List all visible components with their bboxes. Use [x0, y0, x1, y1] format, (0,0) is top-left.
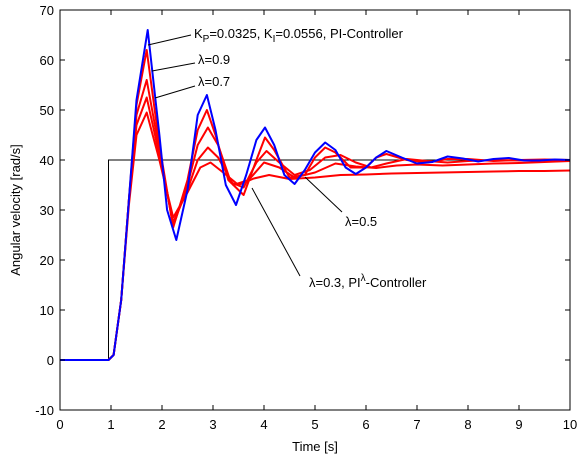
- leader-line-lambda-05: [304, 176, 343, 213]
- x-tick-label: 1: [107, 417, 114, 432]
- y-tick-label: 0: [47, 353, 54, 368]
- y-tick-label: 50: [40, 103, 54, 118]
- series-layer: [60, 29, 571, 361]
- y-tick-label: 70: [40, 3, 54, 18]
- y-tick-label: 60: [40, 53, 54, 68]
- x-axis-label: Time [s]: [292, 439, 338, 454]
- x-tick-label: 7: [413, 417, 420, 432]
- y-axis-ticks: -10 0 10 20 30 40 50 60 70: [35, 3, 570, 418]
- y-axis-label: Angular velocity [rad/s]: [8, 144, 23, 276]
- annotation-frac-end: -Controller: [366, 275, 427, 290]
- leader-line-lambda-03: [251, 187, 301, 277]
- leader-line-pi: [147, 34, 192, 46]
- y-tick-label: 20: [40, 253, 54, 268]
- x-tick-label: 5: [311, 417, 318, 432]
- annotation-frac-sup: λ: [361, 273, 366, 284]
- y-tick-label: 10: [40, 303, 54, 318]
- annotation-fractional-controller: λ=0.3, PIλ-Controller: [309, 273, 427, 290]
- annotation-pi-controller: KP=0.0325, KI=0.0556, PI-Controller: [194, 26, 404, 45]
- series-line-4: [60, 111, 571, 361]
- annotation-pi-k1: K: [194, 26, 203, 41]
- x-tick-label: 9: [515, 417, 522, 432]
- annotation-lambda-05: λ=0.5: [345, 214, 377, 229]
- annotation-lambda-09: λ=0.9: [198, 52, 230, 67]
- annotation-frac-start: λ=0.3, PI: [309, 275, 361, 290]
- annotation-pi-sub-p: P: [203, 34, 210, 45]
- x-tick-label: 10: [563, 417, 577, 432]
- annotation-leader-lines: [147, 34, 343, 277]
- x-tick-label: 8: [464, 417, 471, 432]
- x-tick-label: 3: [209, 417, 216, 432]
- leader-line-lambda-07: [154, 85, 196, 99]
- x-axis-ticks: 0 1 2 3 4 5 6 7 8 9 10: [56, 10, 577, 432]
- leader-line-lambda-09: [151, 62, 196, 72]
- x-tick-label: 4: [260, 417, 267, 432]
- series-line-2: [60, 79, 570, 361]
- series-line-0: [60, 29, 571, 361]
- x-tick-label: 2: [158, 417, 165, 432]
- annotation-lambda-07: λ=0.7: [198, 74, 230, 89]
- y-tick-label: 30: [40, 203, 54, 218]
- annotation-pi-sub-i: I: [273, 34, 276, 45]
- x-tick-label: 0: [56, 417, 63, 432]
- y-tick-label: -10: [35, 403, 54, 418]
- y-tick-label: 40: [40, 153, 54, 168]
- x-tick-label: 6: [362, 417, 369, 432]
- plot-background: [60, 10, 570, 410]
- annotation-pi-mid: =0.0325, K: [209, 26, 273, 41]
- annotation-pi-end: =0.0556, PI-Controller: [275, 26, 403, 41]
